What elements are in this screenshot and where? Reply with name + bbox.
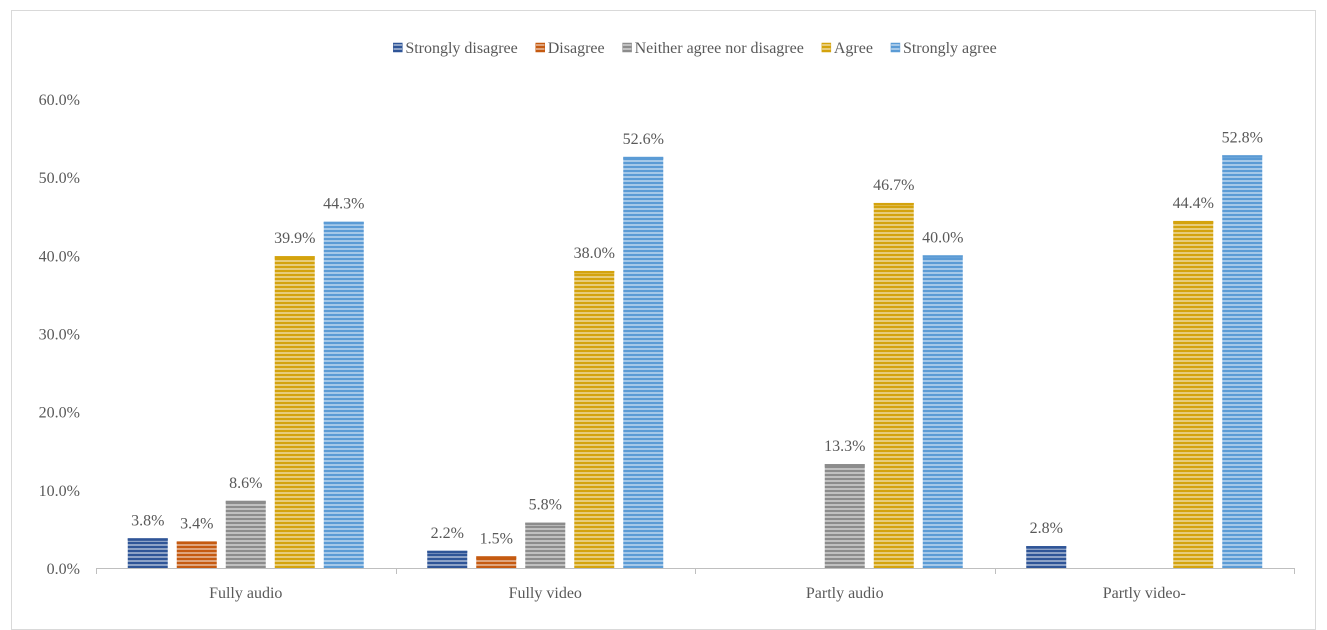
data-label-strongly-agree-partly-video: 52.8% [1222, 129, 1263, 146]
legend-swatch-neither-agree-nor-disagree [623, 43, 632, 52]
bar-cap-disagree-fully-audio [177, 541, 217, 544]
bar-cap-strongly-agree-fully-video [623, 157, 663, 160]
bar-cap-strongly-disagree-fully-audio [128, 538, 168, 541]
bar-strongly-disagree-partly-video [1026, 546, 1066, 568]
y-tick-label: 20.0% [39, 405, 80, 422]
bar-agree-fully-audio [275, 256, 315, 568]
legend-item-strongly-disagree: Strongly disagree [393, 40, 517, 57]
bar-cap-neither-agree-nor-disagree-partly-audio [825, 464, 865, 467]
data-label-strongly-disagree-fully-video: 2.2% [431, 525, 464, 542]
bar-cap-strongly-agree-partly-audio [923, 255, 963, 257]
y-tick-label: 30.0% [39, 327, 80, 344]
data-label-strongly-agree-partly-audio: 40.0% [922, 229, 963, 246]
y-tick-label: 10.0% [39, 483, 80, 500]
bar-agree-fully-video [574, 271, 614, 568]
bar-cap-neither-agree-nor-disagree-fully-video [525, 523, 565, 526]
bar-strongly-disagree-fully-video [427, 551, 467, 568]
data-label-agree-partly-audio: 46.7% [873, 177, 914, 194]
bar-agree-partly-video [1173, 221, 1213, 568]
bar-disagree-fully-audio [177, 541, 217, 568]
legend-swatch-strongly-disagree [393, 43, 402, 52]
bar-cap-strongly-agree-fully-audio [324, 222, 364, 225]
data-label-neither-agree-nor-disagree-fully-audio: 8.6% [229, 475, 262, 492]
x-category-label-fully-video: Fully video [509, 585, 582, 602]
bar-cap-strongly-disagree-fully-video [427, 551, 467, 554]
legend-label-neither-agree-nor-disagree: Neither agree nor disagree [635, 40, 804, 57]
bar-cap-agree-fully-video [574, 271, 614, 274]
bar-cap-disagree-fully-video [476, 556, 516, 559]
data-label-disagree-fully-video: 1.5% [480, 530, 513, 547]
x-axis: Fully audio Fully video Partly audio Partly… [96, 568, 1295, 602]
x-category-label-partly-video: Partly video- [1103, 585, 1186, 602]
bar-cap-agree-fully-audio [275, 256, 315, 259]
y-axis: 0.0% 10.0% 20.0% 30.0% 40.0% 50.0% 60.0% [39, 92, 80, 578]
data-label-strongly-disagree-partly-video: 2.8% [1030, 520, 1063, 537]
legend-item-disagree: Disagree [536, 40, 605, 57]
bar-strongly-agree-partly-video [1222, 155, 1262, 568]
data-label-agree-fully-audio: 39.9% [274, 230, 315, 247]
bar-neither-agree-nor-disagree-partly-audio [825, 464, 865, 568]
legend-swatch-disagree [536, 43, 545, 52]
legend: Strongly disagree Disagree Neither agree n… [393, 40, 996, 57]
bar-cap-agree-partly-video [1173, 221, 1213, 224]
bar-agree-partly-audio [874, 203, 914, 568]
legend-label-strongly-agree: Strongly agree [903, 40, 997, 57]
bar-strongly-agree-fully-audio [324, 222, 364, 568]
legend-item-neither-agree-nor-disagree: Neither agree nor disagree [623, 40, 804, 57]
legend-label-agree: Agree [834, 40, 873, 57]
legend-label-strongly-disagree: Strongly disagree [405, 40, 517, 57]
legend-label-disagree: Disagree [548, 40, 605, 57]
legend-item-agree: Agree [822, 40, 873, 57]
data-label-strongly-disagree-fully-audio: 3.8% [131, 512, 164, 529]
data-label-agree-fully-video: 38.0% [574, 245, 615, 262]
y-tick-label: 40.0% [39, 248, 80, 265]
data-label-agree-partly-video: 44.4% [1173, 195, 1214, 212]
bar-neither-agree-nor-disagree-fully-audio [226, 501, 266, 568]
legend-item-strongly-agree: Strongly agree [891, 40, 997, 57]
bar-strongly-disagree-fully-audio [128, 538, 168, 568]
x-category-label-partly-audio: Partly audio [806, 585, 884, 602]
bar-strongly-agree-partly-audio [923, 255, 963, 568]
data-label-neither-agree-nor-disagree-partly-audio: 13.3% [824, 438, 865, 455]
bar-cap-neither-agree-nor-disagree-fully-audio [226, 501, 266, 504]
legend-swatch-strongly-agree [891, 43, 900, 52]
bar-cap-agree-partly-audio [874, 203, 914, 206]
data-label-strongly-agree-fully-audio: 44.3% [323, 196, 364, 213]
data-label-strongly-agree-fully-video: 52.6% [623, 131, 664, 148]
y-tick-label: 0.0% [47, 561, 80, 578]
data-label-disagree-fully-audio: 3.4% [180, 515, 213, 532]
bar-strongly-agree-fully-video [623, 157, 663, 568]
bar-cap-strongly-agree-partly-video [1222, 155, 1262, 158]
y-tick-label: 50.0% [39, 170, 80, 187]
data-label-neither-agree-nor-disagree-fully-video: 5.8% [529, 497, 562, 514]
bar-neither-agree-nor-disagree-fully-video [525, 523, 565, 568]
legend-swatch-agree [822, 43, 831, 52]
bar-chart: Strongly disagree Disagree Neither agree n… [0, 0, 1327, 615]
y-tick-label: 60.0% [39, 92, 80, 109]
x-category-label-fully-audio: Fully audio [209, 585, 282, 602]
bar-cap-strongly-disagree-partly-video [1026, 546, 1066, 549]
bars [128, 155, 1263, 568]
